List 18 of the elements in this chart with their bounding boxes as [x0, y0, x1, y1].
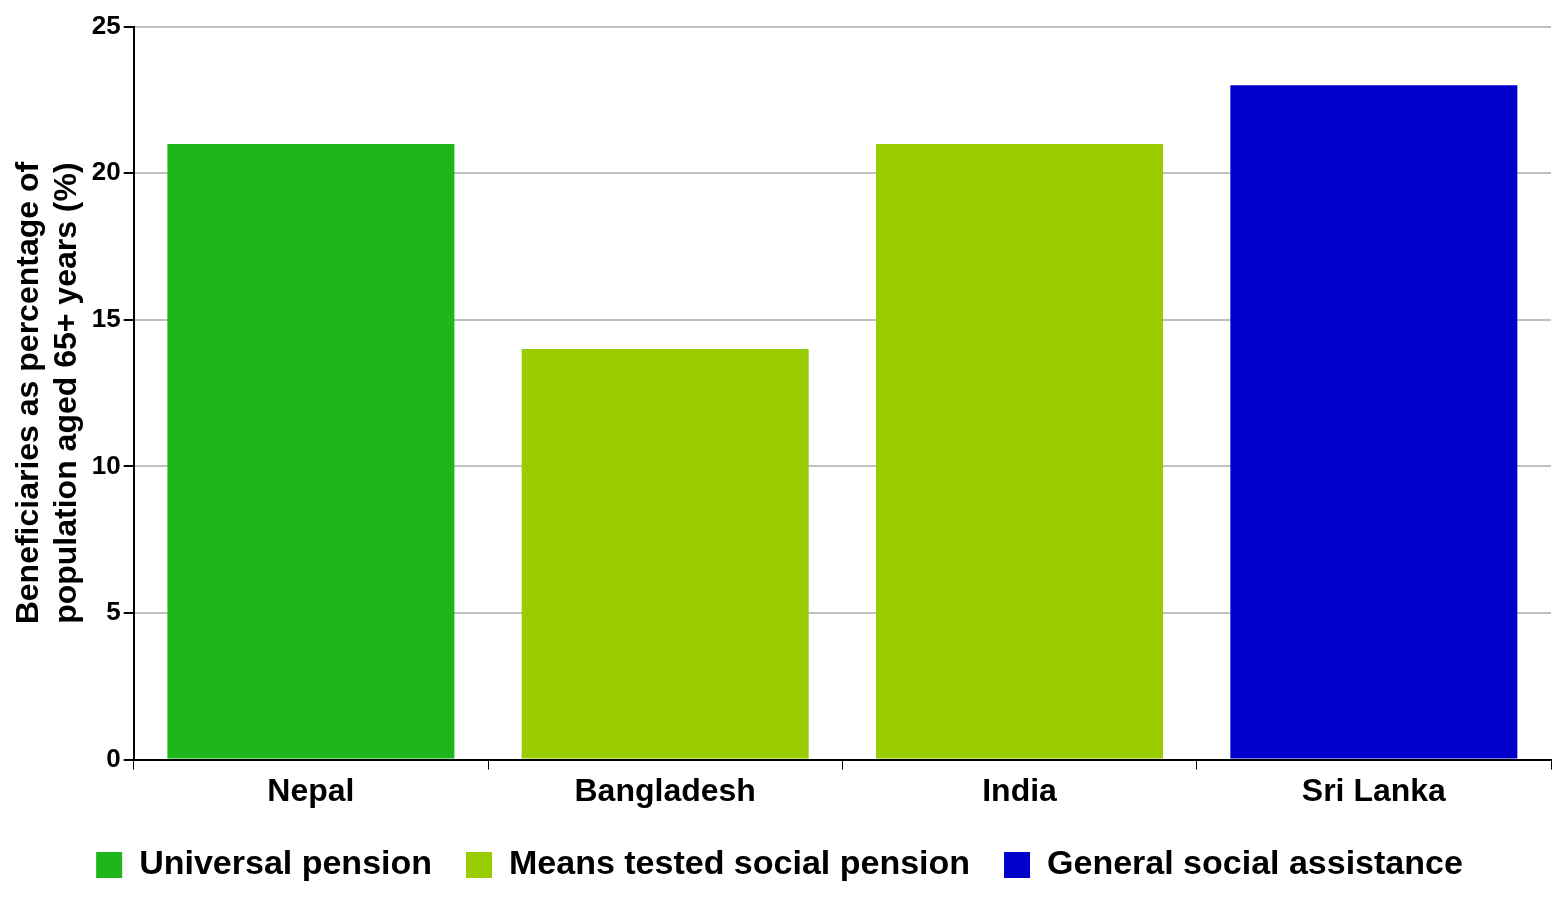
legend-label: General social assistance	[1047, 843, 1463, 882]
y-tick-label: 10	[91, 449, 121, 480]
legend-label: Universal pension	[139, 843, 433, 882]
bar	[876, 143, 1164, 759]
y-tick-label: 0	[106, 742, 121, 773]
x-tick-label: India	[982, 771, 1058, 808]
y-axis-title: Beneficiaries as percentage of population aged 65+ years (%)	[9, 161, 84, 625]
bar	[1230, 85, 1518, 759]
bar	[521, 349, 809, 759]
legend-label: Means tested social pension	[509, 843, 971, 882]
bar	[167, 143, 455, 759]
y-tick-label: 25	[91, 9, 121, 40]
x-tick-label: Sri Lanka	[1301, 771, 1447, 808]
y-tick-label: 20	[91, 156, 121, 187]
x-tick-label: Bangladesh	[574, 771, 756, 808]
x-tick-label: Nepal	[267, 771, 355, 808]
y-tick-label: 5	[106, 596, 121, 627]
y-tick-label: 15	[91, 302, 121, 333]
